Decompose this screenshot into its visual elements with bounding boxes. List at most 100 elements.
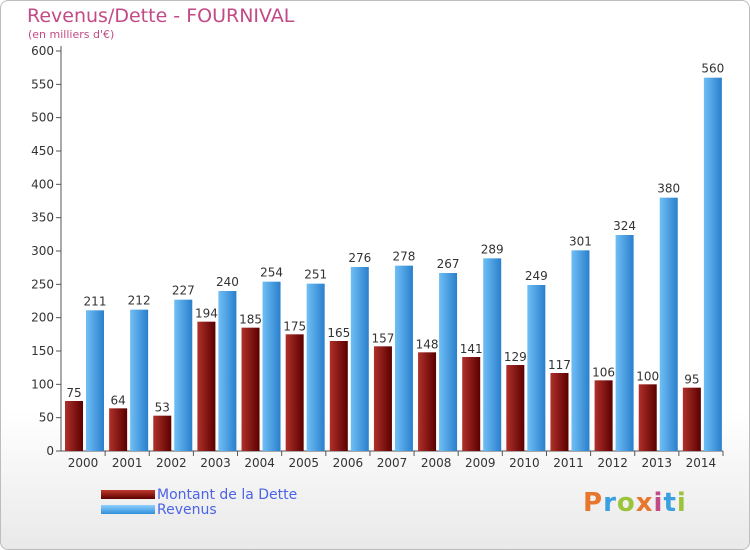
y-tick-label: 350 <box>31 211 54 225</box>
data-label-dette: 157 <box>371 331 394 345</box>
y-tick-label: 600 <box>31 44 54 58</box>
bar-dette <box>285 334 304 451</box>
data-label-dette: 75 <box>66 386 81 400</box>
logo-letter: o <box>616 488 636 518</box>
legend-label-dette: Montant de la Dette <box>157 486 298 503</box>
x-tick-label: 2006 <box>333 456 364 470</box>
y-tick-label: 0 <box>46 444 54 458</box>
y-tick-label: 400 <box>31 177 54 191</box>
x-tick-label: 2003 <box>200 456 231 470</box>
x-tick-label: 2007 <box>377 456 408 470</box>
data-label-dette: 53 <box>155 401 170 415</box>
bar-dette <box>153 415 172 451</box>
x-tick-label: 2014 <box>686 456 717 470</box>
chart-title: Revenus/Dette - FOURNIVAL <box>27 5 295 27</box>
data-label-dette: 100 <box>636 369 659 383</box>
x-tick-label: 2011 <box>553 456 584 470</box>
y-tick-label: 150 <box>31 344 54 358</box>
bar-revenus <box>174 299 193 451</box>
logo-letter: t <box>663 488 677 518</box>
y-tick-label: 200 <box>31 311 54 325</box>
logo-letter: r <box>603 488 617 518</box>
bar-dette <box>682 387 701 451</box>
y-tick-label: 100 <box>31 377 54 391</box>
bar-revenus <box>527 285 546 451</box>
x-tick-label: 2001 <box>112 456 143 470</box>
y-tick-label: 50 <box>39 411 54 425</box>
data-label-dette: 64 <box>110 393 125 407</box>
data-label-dette: 175 <box>283 319 306 333</box>
logo-letter: i <box>676 488 687 518</box>
bar-dette <box>329 341 348 451</box>
y-tick-label: 500 <box>31 111 54 125</box>
x-tick-label: 2002 <box>156 456 187 470</box>
x-tick-label: 2009 <box>465 456 496 470</box>
bar-dette <box>65 401 83 451</box>
data-label-revenus: 267 <box>437 257 460 271</box>
legend: Montant de la Dette Revenus <box>101 486 298 518</box>
data-label-revenus: 324 <box>613 219 636 233</box>
bar-revenus <box>350 267 369 451</box>
chart-subtitle: (en milliers d'€) <box>28 28 115 41</box>
y-tick-label: 450 <box>31 144 54 158</box>
bar-dette <box>373 346 392 451</box>
data-label-dette: 185 <box>239 313 262 327</box>
data-label-revenus: 227 <box>172 284 195 298</box>
data-label-revenus: 254 <box>260 266 283 280</box>
data-label-revenus: 212 <box>128 294 151 308</box>
bar-revenus <box>483 258 502 451</box>
y-tick-label: 250 <box>31 277 54 291</box>
x-tick-label: 2013 <box>642 456 673 470</box>
data-label-dette: 129 <box>504 350 527 364</box>
legend-label-revenus: Revenus <box>157 501 217 518</box>
legend-item-dette: Montant de la Dette <box>101 486 298 503</box>
data-label-revenus: 301 <box>569 234 592 248</box>
bar-revenus <box>218 291 237 451</box>
data-label-dette: 117 <box>548 358 571 372</box>
data-label-revenus: 249 <box>525 269 548 283</box>
data-label-dette: 106 <box>592 365 615 379</box>
bar-revenus <box>571 250 590 451</box>
data-label-dette: 165 <box>327 326 350 340</box>
bar-dette <box>197 321 216 451</box>
bar-revenus <box>659 197 678 451</box>
x-tick-label: 2005 <box>288 456 319 470</box>
bar-dette <box>241 327 260 451</box>
bar-dette <box>109 408 128 451</box>
data-label-dette: 141 <box>460 342 483 356</box>
x-tick-label: 2010 <box>509 456 540 470</box>
bar-revenus <box>703 77 722 452</box>
data-label-revenus: 289 <box>481 242 504 256</box>
logo-letter: x <box>635 488 654 518</box>
bar-revenus <box>262 281 281 451</box>
bar-dette <box>638 384 657 451</box>
x-tick-label: 2000 <box>68 456 99 470</box>
data-label-revenus: 560 <box>701 62 724 76</box>
data-label-revenus: 380 <box>657 182 680 196</box>
data-label-revenus: 240 <box>216 275 239 289</box>
data-label-revenus: 251 <box>304 268 327 282</box>
bar-revenus <box>306 283 325 451</box>
bar-dette <box>594 380 613 451</box>
bar-revenus <box>130 309 149 451</box>
bar-dette <box>550 373 569 451</box>
bar-dette <box>418 352 437 451</box>
data-label-revenus: 276 <box>348 251 371 265</box>
bar-revenus <box>394 265 413 451</box>
bar-dette <box>506 365 525 451</box>
x-tick-label: 2012 <box>597 456 628 470</box>
data-label-revenus: 278 <box>392 250 415 264</box>
bar-revenus <box>86 310 104 451</box>
data-label-dette: 194 <box>195 307 218 321</box>
logo-letter: i <box>653 488 664 518</box>
data-label-revenus: 211 <box>84 294 107 308</box>
bar-dette <box>462 357 481 451</box>
logo-letter: P <box>583 488 604 518</box>
y-tick-label: 550 <box>31 77 54 91</box>
bar-revenus <box>439 273 458 451</box>
legend-item-revenus: Revenus <box>101 501 297 518</box>
x-tick-label: 2008 <box>421 456 452 470</box>
legend-swatch-dette <box>101 490 155 499</box>
